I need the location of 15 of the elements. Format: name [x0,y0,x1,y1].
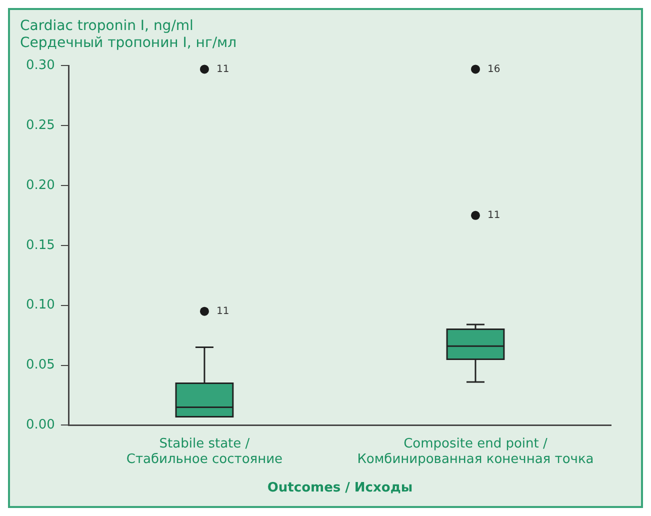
y-tick-label: 0.25 [26,118,55,133]
y-tick-label: 0.05 [26,358,55,373]
annotation: 11 [216,306,230,317]
y-tick-label: 0.00 [26,418,55,433]
y-axis-title: Cardiac troponin I, ng/ml Сердечный тропонин I, нг/мл [20,18,237,51]
annotation: 16 [487,64,500,75]
x-tick-label: Stabile state / Стабильное состояние [126,436,283,467]
annotation: 11 [487,210,500,222]
annotation: 11 [216,64,230,75]
x-axis-title: Outcomes / Исходы [267,480,413,496]
x-tick-label: Composite end point / Комбинированная конечная точка [357,436,594,467]
y-tick-label: 0.10 [26,298,55,313]
y-tick-label: 0.30 [26,58,55,73]
y-tick-label: 0.20 [26,178,55,193]
y-tick-label: 0.15 [26,238,55,253]
